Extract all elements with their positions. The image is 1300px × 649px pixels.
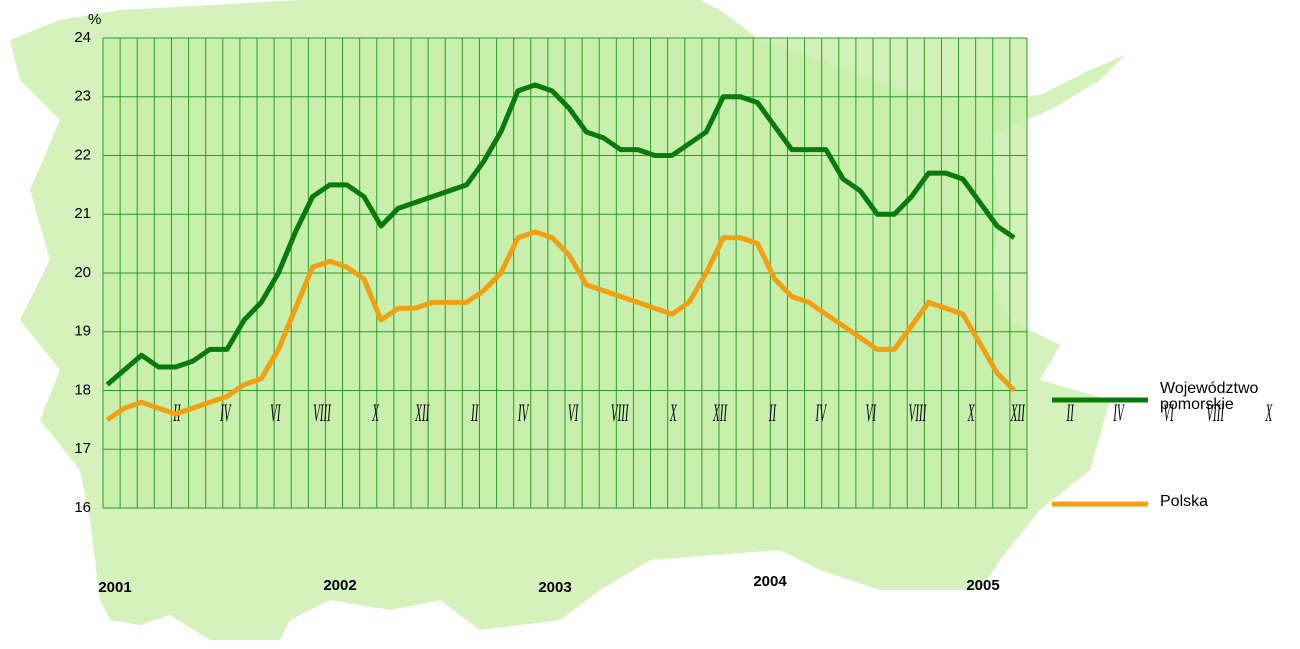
y-tick-label: 24 [74,29,91,46]
y-tick-label: 22 [74,146,91,163]
x-tick-label: XII [415,401,430,428]
x-tick-label: X [967,401,975,428]
y-axis-label: % [88,11,101,28]
y-tick-label: 20 [74,264,91,281]
x-tick-label: VI [270,401,281,428]
x-tick-label: VIII [909,401,928,428]
data-line [105,82,1016,387]
x-tick-label: II [470,401,479,428]
x-tick-label: IV [815,401,827,428]
x-tick-label: IV [220,401,232,428]
x-tick-label: IV [1113,401,1125,428]
year-label: 2005 [966,577,999,594]
x-tick-label: II [1066,401,1075,428]
x-tick-label: VI [1163,401,1174,428]
x-tick-label: X [372,401,380,428]
x-tick-label: VIII [611,401,630,428]
legend-label: Polska [1160,493,1209,510]
year-label: 2002 [323,577,356,594]
data-line [105,229,1016,422]
x-tick-label: VI [568,401,579,428]
y-tick-label: 16 [74,499,91,516]
x-tick-label: VIII [313,401,332,428]
y-tick-label: 23 [74,88,91,105]
x-tick-label: VI [866,401,877,428]
y-tick-label: 21 [74,205,91,222]
y-tick-label: 19 [74,323,91,340]
x-tick-label: IV [517,401,529,428]
y-tick-label: 17 [74,440,91,457]
x-tick-label: XII [712,401,727,428]
x-tick-label: XII [1010,401,1025,428]
x-tick-label: X [1265,401,1273,428]
x-tick-label: II [768,401,777,428]
x-tick-label: VIII [1206,401,1225,428]
x-tick-label: X [669,401,677,428]
legend-label: Województwo pomorskie [1160,380,1259,413]
year-label: 2003 [538,579,571,596]
year-label: 2001 [98,579,131,596]
y-tick-label: 18 [74,381,91,398]
year-label: 2004 [753,573,787,590]
